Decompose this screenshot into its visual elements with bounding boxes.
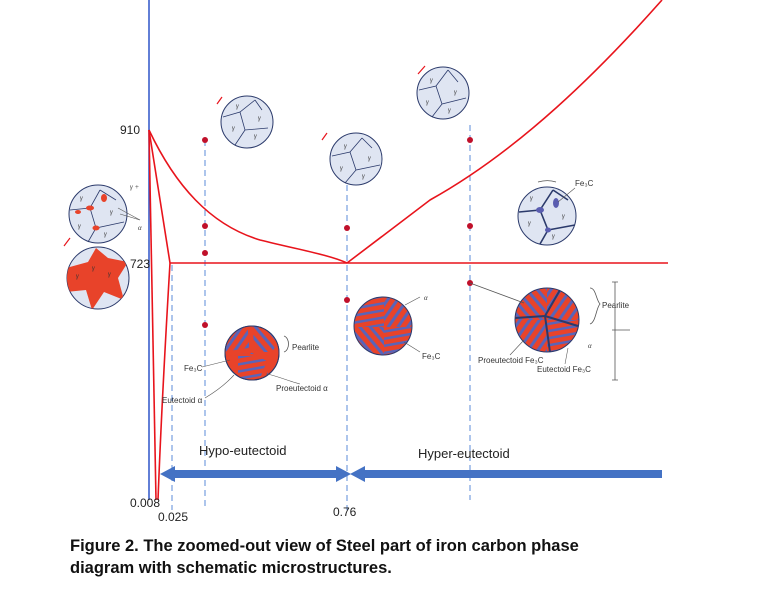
- svg-text:γ: γ: [426, 98, 429, 106]
- dot: [202, 250, 208, 256]
- x-tick-0025: 0.025: [158, 510, 188, 524]
- svg-text:γ: γ: [254, 132, 257, 140]
- svg-text:γ: γ: [92, 264, 95, 272]
- svg-text:γ: γ: [236, 102, 239, 110]
- eutectoid-fe3c-label: Eutectoid Fe₃C: [537, 365, 591, 374]
- alpha-label-left: α: [138, 224, 142, 232]
- pearlite-bracket-left: [283, 335, 289, 353]
- svg-text:γ: γ: [530, 194, 533, 202]
- svg-text:γ: γ: [76, 272, 79, 280]
- proeutectoid-fe3c-label: Proeutectoid Fe₃C: [478, 356, 544, 365]
- hyper-leader-line: [469, 282, 525, 304]
- hypo-microstructure-circle: [224, 325, 280, 381]
- proeutectoid-alpha-label: Proeutectoid α: [276, 384, 328, 393]
- alpha-solvus-upper: [148, 129, 157, 501]
- svg-text:γ: γ: [430, 76, 433, 84]
- gamma-plus-label: γ +: [130, 183, 140, 191]
- austenite-grain-circle: γ γ γ γ: [321, 132, 383, 186]
- dot: [467, 223, 473, 229]
- hyper-microstructure-circle: [514, 287, 580, 353]
- hypo-eutectoid-label: Hypo-eutectoid: [199, 443, 286, 458]
- austenite-cementite-circle: γ γ γ γ: [517, 180, 577, 246]
- austenite-ferrite-circle: γ γ γ γ: [63, 184, 141, 247]
- ferrite-circle: γ γ γ: [66, 246, 130, 310]
- austenite-grain-circle: γ γ γ γ: [416, 65, 470, 120]
- svg-text:γ: γ: [80, 194, 83, 202]
- svg-text:γ: γ: [104, 230, 107, 238]
- dot: [202, 223, 208, 229]
- dot: [344, 297, 350, 303]
- alpha-label-right: α: [588, 342, 592, 350]
- alpha-label-center: α: [424, 294, 428, 302]
- acm-line: [346, 0, 663, 264]
- austenite-grain-circle: γ γ γ γ: [216, 95, 274, 149]
- dot: [202, 322, 208, 328]
- svg-text:γ: γ: [562, 212, 565, 220]
- svg-text:γ: γ: [528, 219, 531, 227]
- sample-dots: [202, 137, 473, 328]
- hyper-arrow: [350, 466, 662, 482]
- svg-text:γ: γ: [232, 124, 235, 132]
- fe3c-label-right-top: Fe₃C: [575, 179, 594, 188]
- caption-line-2: diagram with schematic microstructures.: [70, 559, 392, 577]
- svg-text:γ: γ: [448, 106, 451, 114]
- svg-text:γ: γ: [454, 88, 457, 96]
- pearlite-label-left: Pearlite: [292, 343, 320, 352]
- alpha-solvus-lower: [157, 262, 171, 501]
- hyper-eutectoid-label: Hyper-eutectoid: [418, 446, 510, 461]
- caption-line-1: Figure 2. The zoomed-out view of Steel p…: [70, 537, 579, 555]
- svg-text:γ: γ: [340, 164, 343, 172]
- fe3c-label-left: Fe₃C: [184, 364, 203, 373]
- y-tick-910: 910: [120, 123, 140, 137]
- dot: [467, 137, 473, 143]
- a3-line: [148, 129, 348, 264]
- eutectoid-microstructure-circle: [353, 296, 413, 356]
- eutectoid-alpha-label: Eutectoid α: [162, 396, 203, 405]
- right-bracket: [612, 281, 630, 381]
- svg-text:γ: γ: [368, 154, 371, 162]
- svg-text:γ: γ: [110, 208, 113, 216]
- y-tick-723: 723: [130, 257, 150, 271]
- svg-text:γ: γ: [552, 232, 555, 240]
- figure-caption: Figure 2. The zoomed-out view of Steel p…: [70, 535, 710, 579]
- svg-text:γ: γ: [78, 222, 81, 230]
- pearlite-label-right: Pearlite: [602, 301, 630, 310]
- hypo-arrow: [160, 466, 351, 482]
- svg-text:γ: γ: [362, 172, 365, 180]
- pearlite-bracket-right: [589, 287, 601, 325]
- fe3c-label-center: Fe₃C: [422, 352, 441, 361]
- svg-text:γ: γ: [344, 142, 347, 150]
- x-tick-0008: 0.008: [130, 496, 160, 510]
- dot: [344, 225, 350, 231]
- a3-alpha-line: [148, 129, 171, 264]
- svg-text:γ: γ: [108, 270, 111, 278]
- x-tick-076: 0.76: [333, 505, 357, 519]
- svg-text:γ: γ: [258, 114, 261, 122]
- dot: [202, 137, 208, 143]
